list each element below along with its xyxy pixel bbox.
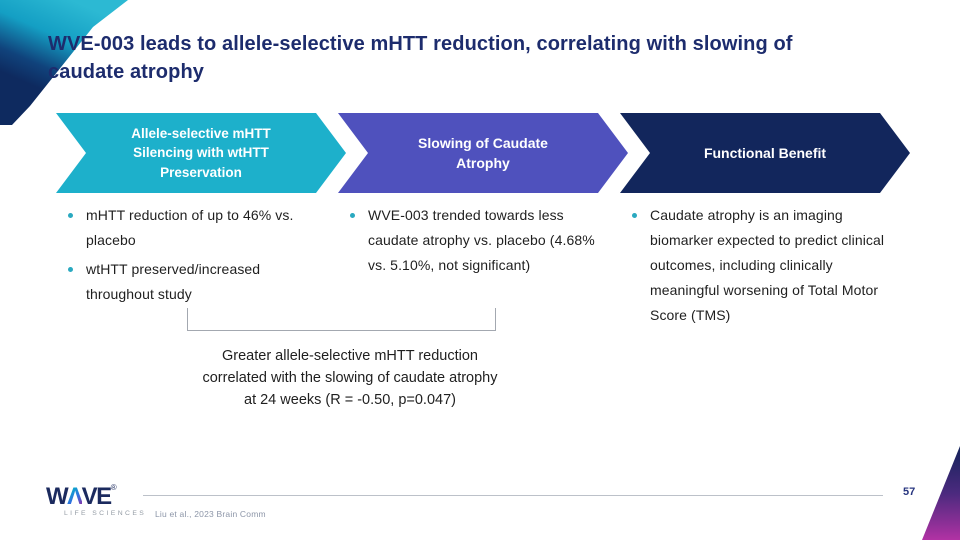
correlation-callout: Greater allele-selective mHTT reduction … xyxy=(202,348,498,409)
chevron-shape-1 xyxy=(56,113,346,193)
bullet-dot xyxy=(68,213,73,218)
chevron-step-3: Functional Benefit xyxy=(620,113,910,193)
bullet-dot xyxy=(350,213,355,218)
bullet-text: mHTT reduction of up to 46% vs. placebo xyxy=(86,207,294,248)
footer-divider-line xyxy=(143,495,883,496)
chevron-step-1: Allele-selective mHTT Silencing with wtH… xyxy=(56,113,346,193)
column-3-bullets: Caudate atrophy is an imaging biomarker … xyxy=(622,203,887,332)
slide-title-line1: WVE-003 leads to allele-selective mHTT r… xyxy=(48,33,793,55)
wave-life-sciences-logo: WΛVE® LIFE SCIENCES xyxy=(46,484,146,518)
chevron-label-1: Allele-selective mHTT Silencing with wtH… xyxy=(86,113,316,193)
bullet-text: Caudate atrophy is an imaging biomarker … xyxy=(650,207,885,323)
bullet-dot xyxy=(68,266,73,272)
chevron-shape-2 xyxy=(338,113,628,193)
logo-wordmark: WΛVE® xyxy=(46,484,146,509)
list-item: Caudate atrophy is an imaging biomarker … xyxy=(622,203,887,328)
grouping-bracket xyxy=(187,308,496,331)
logo-wave-glyph: Λ xyxy=(67,483,83,510)
column-1-bullets: mHTT reduction of up to 46% vs. placebo … xyxy=(58,203,323,311)
corner-decoration-bottom-right xyxy=(922,446,960,540)
chevron-label-text: Allele-selective mHTT Silencing with wtH… xyxy=(131,125,271,180)
list-item: mHTT reduction of up to 46% vs. placebo xyxy=(58,203,323,253)
bullet-dot xyxy=(632,213,637,218)
column-2-bullets: WVE-003 trended towards less caudate atr… xyxy=(340,203,605,282)
citation-text: Liu et al., 2023 Brain Comm xyxy=(155,509,266,519)
list-item: WVE-003 trended towards less caudate atr… xyxy=(340,203,605,278)
logo-letters-ve: VE xyxy=(81,483,113,510)
chevron-label-text: Slowing of Caudate Atrophy xyxy=(418,134,548,171)
logo-letter-w: W xyxy=(46,483,69,510)
chevron-shape-3 xyxy=(620,113,910,193)
chevron-step-2: Slowing of Caudate Atrophy xyxy=(338,113,628,193)
page-number: 57 xyxy=(903,486,916,498)
registered-mark: ® xyxy=(110,483,117,492)
bullet-text: WVE-003 trended towards less caudate atr… xyxy=(368,207,595,273)
chevron-label-2: Slowing of Caudate Atrophy xyxy=(368,113,598,193)
chevron-label-3: Functional Benefit xyxy=(650,113,880,193)
bullet-text: wtHTT preserved/increased throughout stu… xyxy=(86,260,261,302)
corner-decoration-top-left xyxy=(0,0,128,125)
list-item: wtHTT preserved/increased throughout stu… xyxy=(58,257,323,307)
chevron-label-text: Functional Benefit xyxy=(703,144,827,161)
slide-title: WVE-003 leads to allele-selective mHTT r… xyxy=(48,31,928,86)
slide-title-line2: caudate atrophy xyxy=(48,60,204,83)
logo-subtitle: LIFE SCIENCES xyxy=(64,510,147,517)
